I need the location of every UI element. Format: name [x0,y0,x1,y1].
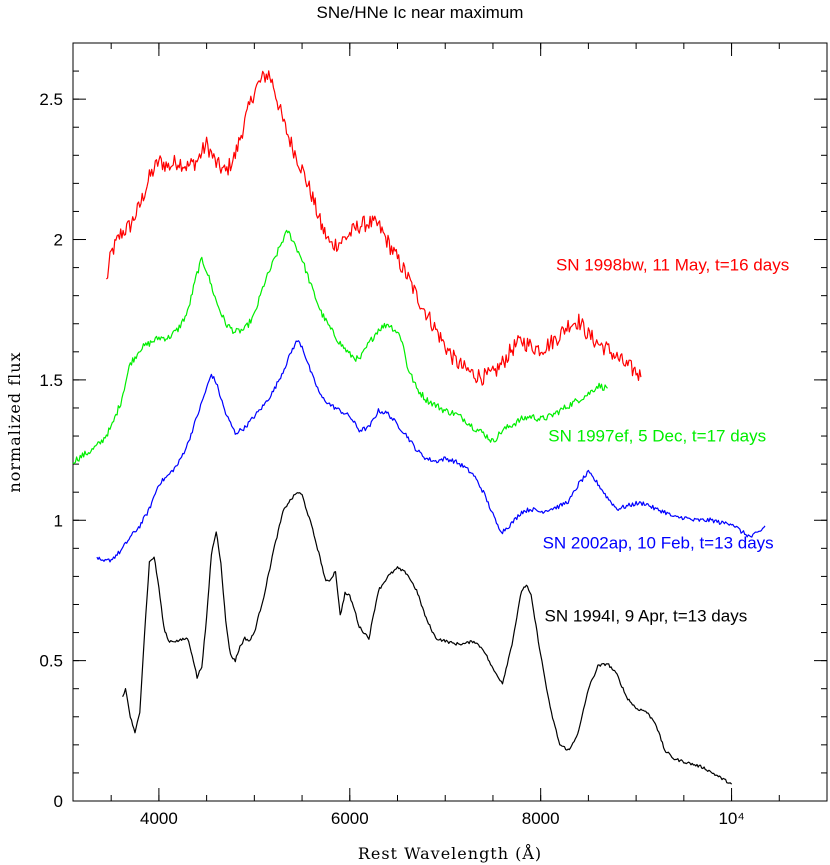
x-tick-label: 6000 [331,809,369,828]
series-line-3 [122,492,733,785]
plot-frame [72,42,828,802]
y-tick-label: 0 [54,792,63,811]
x-tick-label: 10⁴ [718,809,744,828]
series-line-0 [105,70,642,386]
y-axis-label: normalized flux [5,351,24,492]
y-tick-label: 2 [54,231,63,250]
chart-title: SNe/HNe Ic near maximum [317,3,524,22]
x-tick-label: 4000 [140,809,178,828]
series-line-1 [72,229,608,465]
series-label-1: SN 1997ef, 5 Dec, t=17 days [548,427,766,446]
x-axis-label: Rest Wavelength (Å) [358,843,542,863]
x-tick-label: 8000 [522,809,560,828]
series-layer [72,70,766,785]
y-tick-label: 0.5 [39,652,63,671]
axis-ticks [73,42,828,802]
series-line-2 [96,340,766,563]
series-label-2: SN 2002ap, 10 Feb, t=13 days [543,533,774,552]
series-label-0: SN 1998bw, 11 May, t=16 days [556,255,789,274]
y-tick-label: 1 [54,511,63,530]
series-annotations: SN 1998bw, 11 May, t=16 days SN 1997ef, 5… [543,255,790,625]
axis-tick-labels: 4000 6000 8000 10⁴ 0 0.5 1 1.5 2 2.5 [39,90,744,828]
series-label-3: SN 1994I, 9 Apr, t=13 days [544,606,747,625]
y-tick-label: 1.5 [39,371,63,390]
y-tick-label: 2.5 [39,90,63,109]
